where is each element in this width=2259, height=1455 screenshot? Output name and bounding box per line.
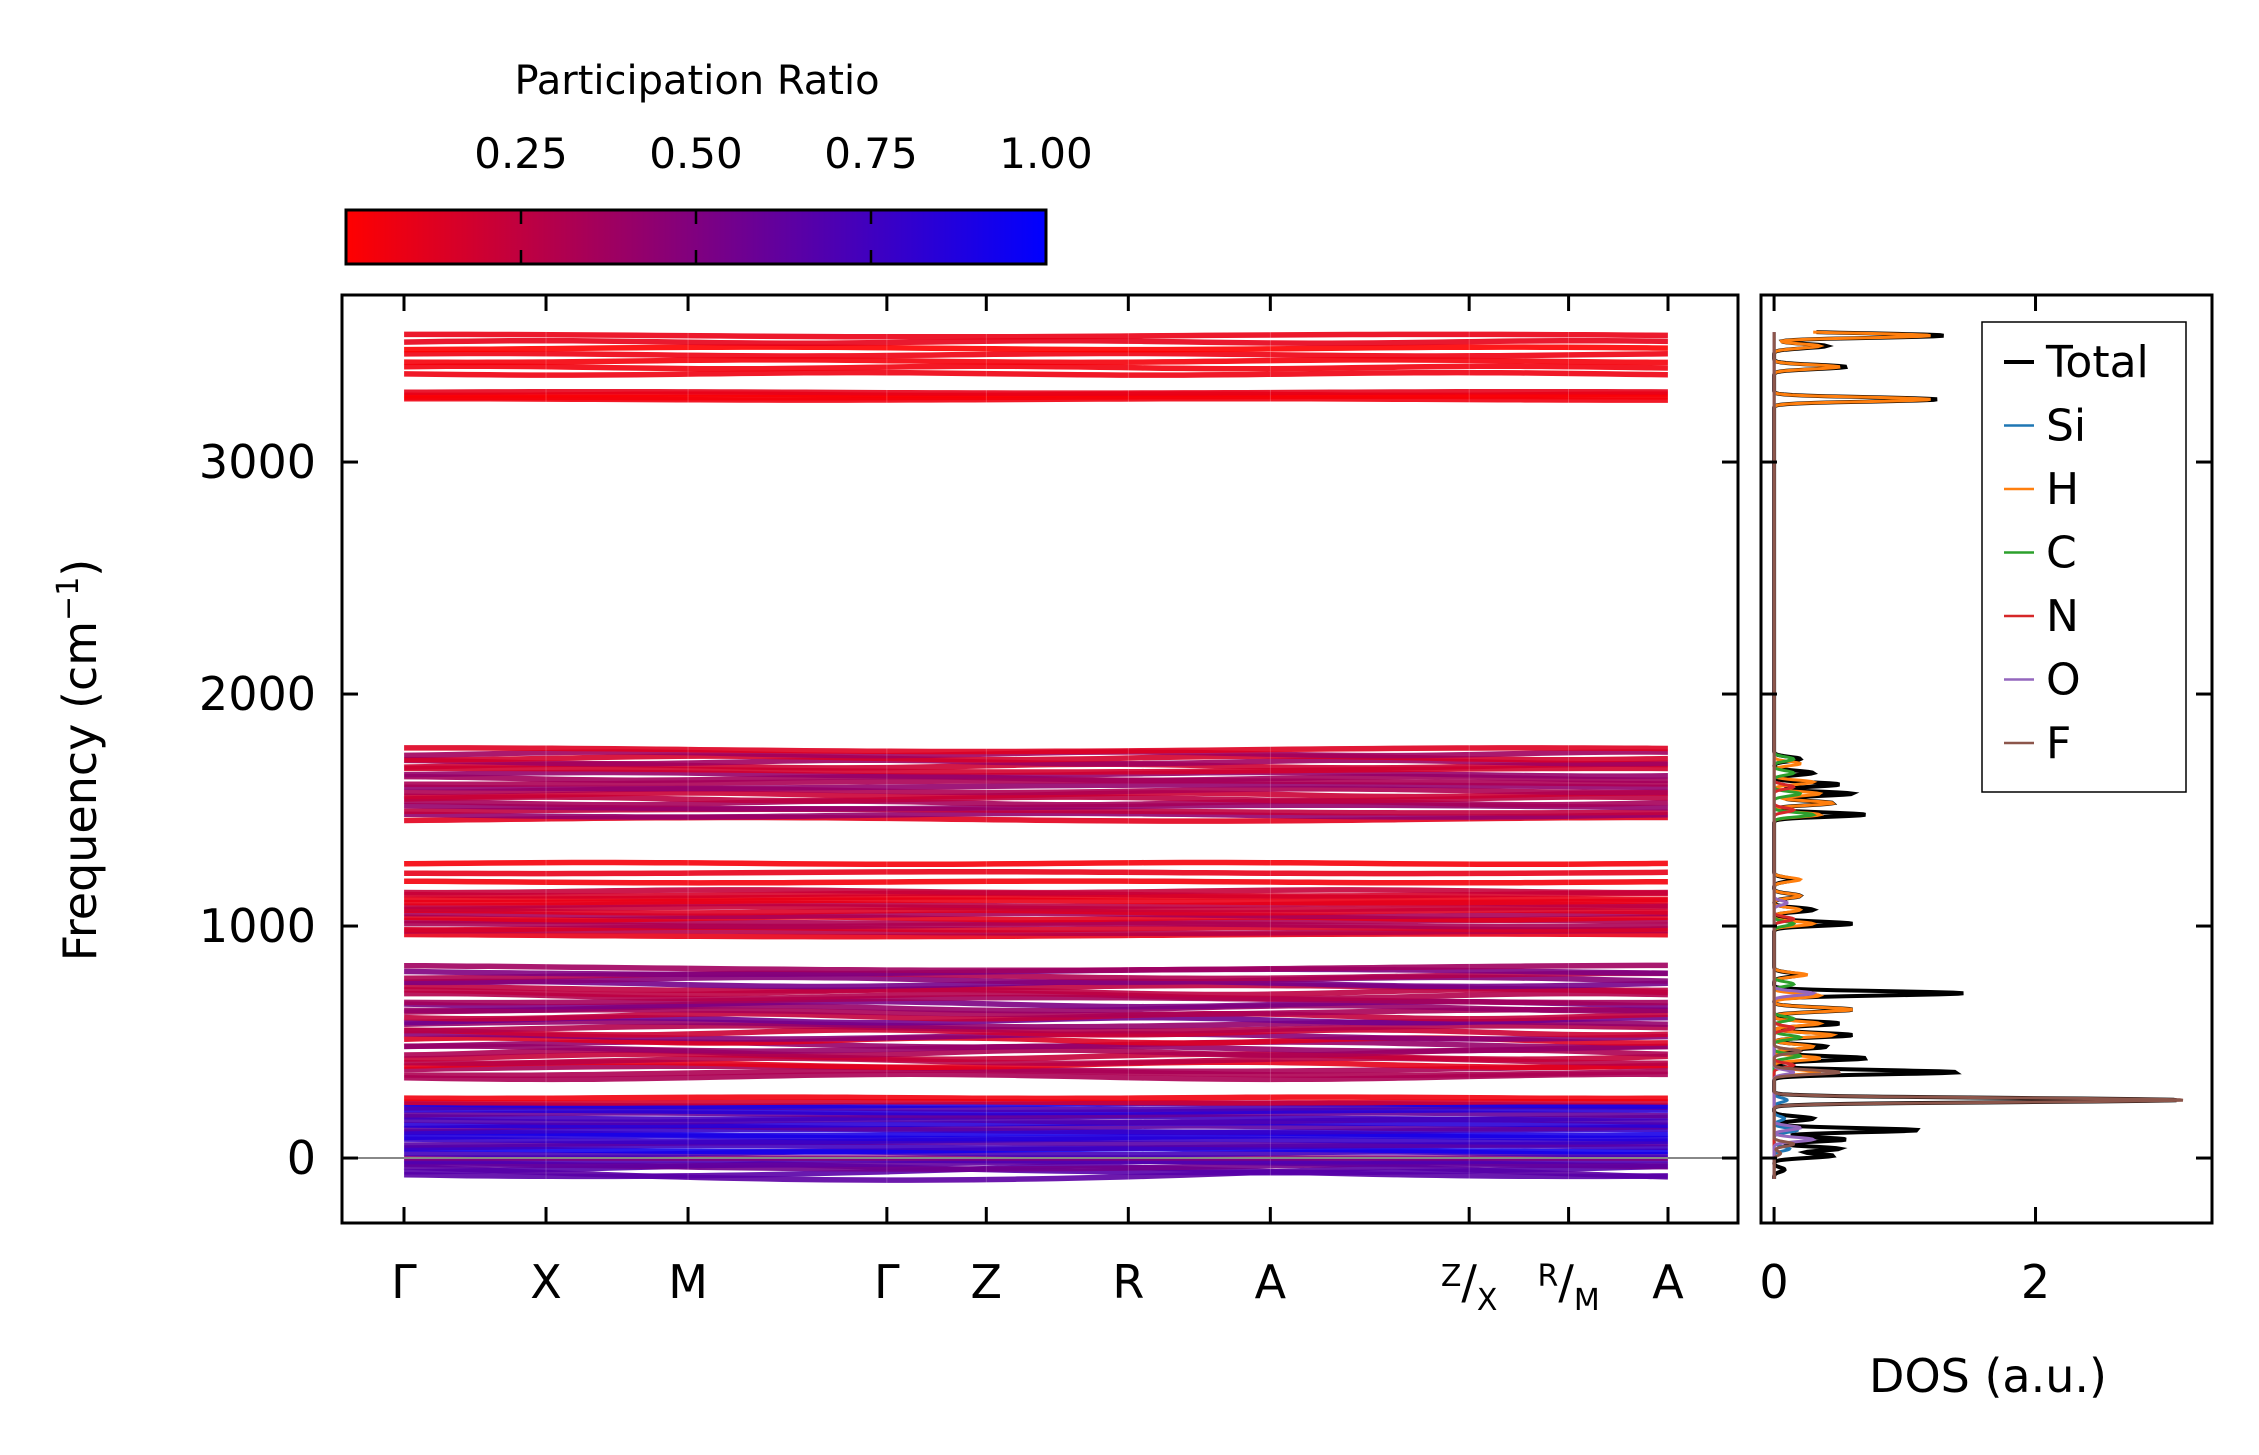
dos-x-axis-label: DOS (a.u.) — [1869, 1349, 2107, 1403]
dos-curve-f — [1772, 332, 2184, 1179]
legend-label: N — [2046, 591, 2079, 642]
y-axis-label: Frequency (cm−1) — [51, 559, 107, 962]
phonon-band — [403, 1027, 1669, 1038]
phonon-band — [403, 782, 1669, 792]
phonon-band — [403, 962, 1668, 974]
phonon-band — [403, 1098, 1669, 1106]
kpoint-label: Γ — [874, 1255, 900, 1309]
y-axis-ticks: 0 1000 2000 3000 — [199, 435, 1738, 1185]
band-axes-frame — [340, 293, 1740, 1225]
y-axis-label-sup: −1 — [51, 577, 86, 621]
phonon-band — [403, 389, 1669, 396]
phonon-band — [403, 914, 1669, 923]
phonon-band — [403, 893, 1668, 903]
kpoint-label-sup: R — [1537, 1259, 1558, 1294]
colorbar-tick-label: 0.50 — [649, 129, 743, 178]
phonon-band — [403, 753, 1669, 763]
kpoint-label: R/M — [1537, 1255, 1599, 1318]
colorbar: Participation Ratio 0.25 0.50 0.75 1.00 — [344, 58, 1093, 266]
legend-label: Total — [2045, 337, 2149, 388]
phonon-band — [403, 363, 1669, 372]
dos-axes-frame — [1759, 293, 2214, 1225]
y-axis-label-end: ) — [53, 559, 107, 577]
kpoint-label-slash: / — [1558, 1255, 1574, 1309]
dos-x-tick-label: 0 — [1759, 1255, 1788, 1309]
dos-y-ticks — [1761, 460, 2212, 1160]
colorbar-ticks: 0.25 0.50 0.75 1.00 — [474, 129, 1093, 264]
phonon-band — [403, 357, 1669, 366]
phonon-band — [403, 869, 1669, 877]
kpoint-label: Γ — [391, 1255, 417, 1309]
legend-label: H — [2046, 464, 2079, 515]
phonon-band — [403, 910, 1668, 920]
phonon-band — [403, 344, 1669, 353]
phonon-band — [403, 1051, 1669, 1062]
legend-frame — [1981, 321, 2187, 793]
phonon-band — [403, 337, 1669, 346]
phonon-band — [403, 994, 1669, 1006]
y-tick-label: 2000 — [199, 667, 316, 721]
phonon-band — [404, 990, 1669, 1002]
y-tick-label: 0 — [287, 1131, 316, 1185]
legend-label: Si — [2046, 401, 2086, 452]
phonon-band — [403, 878, 1669, 886]
kpoint-label: M — [668, 1255, 708, 1309]
phonon-band — [403, 887, 1669, 896]
y-axis-label-main: Frequency (cm — [53, 621, 107, 961]
dos-x-tick-label: 2 — [2021, 1255, 2050, 1309]
kpoint-label: Z — [971, 1255, 1003, 1309]
kpoint-label: Z/X — [1441, 1255, 1498, 1318]
phonon-band — [403, 769, 1669, 779]
colorbar-tick-label: 0.75 — [824, 129, 918, 178]
phonon-band — [404, 745, 1669, 755]
phonon-band — [403, 1023, 1669, 1034]
colorbar-title: Participation Ratio — [514, 58, 879, 104]
kpoint-label-sub: X — [1477, 1283, 1498, 1318]
dos-curves — [1772, 330, 2184, 1179]
legend-label: F — [2046, 718, 2071, 769]
colorbar-tick-label: 0.25 — [474, 129, 568, 178]
y-tick-label: 1000 — [199, 899, 316, 953]
kpoint-label: R — [1112, 1255, 1144, 1309]
phonon-band — [403, 1010, 1669, 1022]
phonon-band — [403, 897, 1669, 906]
kpoint-label: A — [1652, 1255, 1684, 1309]
kpoint-label-sup: Z — [1441, 1259, 1462, 1294]
y-tick-label: 3000 — [199, 435, 316, 489]
colorbar-tick-label: 1.00 — [999, 129, 1093, 178]
kpoint-ticks: Γ X M Γ Z R A Z/XR/M A — [391, 295, 1684, 1318]
phonon-band — [403, 798, 1669, 808]
kpoint-label: X — [530, 1255, 562, 1309]
kpoint-label-slash: / — [1461, 1255, 1477, 1309]
phonon-band — [403, 1094, 1669, 1102]
phonon-band — [403, 1106, 1669, 1116]
phonon-band — [403, 369, 1669, 378]
legend-label: C — [2046, 528, 2077, 579]
phonon-band — [404, 1156, 1669, 1165]
kpoint-label: A — [1255, 1255, 1287, 1309]
phonon-band — [403, 350, 1669, 359]
phonon-bands — [403, 295, 1669, 1223]
phonon-band — [404, 331, 1669, 340]
legend-label: O — [2046, 655, 2081, 706]
phonon-band — [403, 810, 1669, 820]
kpoint-label-sub: M — [1574, 1283, 1600, 1318]
phonon-band — [403, 859, 1669, 868]
